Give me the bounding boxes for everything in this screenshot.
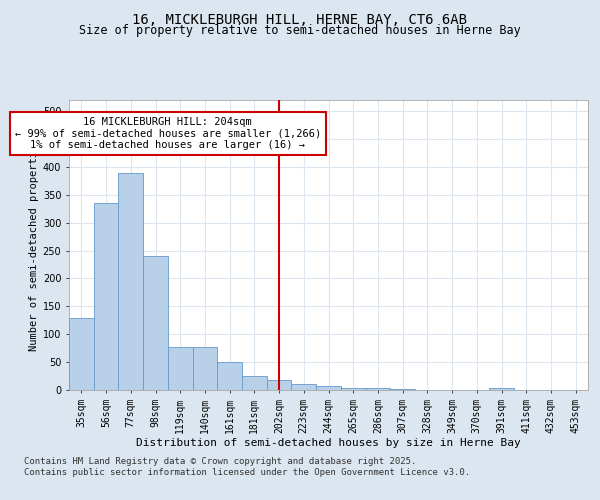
- Bar: [69, 318, 94, 390]
- Bar: [168, 346, 193, 390]
- Bar: [94, 203, 118, 390]
- Text: Contains HM Land Registry data © Crown copyright and database right 2025.
Contai: Contains HM Land Registry data © Crown c…: [24, 458, 470, 477]
- Bar: [217, 362, 242, 390]
- Bar: [267, 380, 292, 390]
- Bar: [365, 388, 390, 390]
- Bar: [118, 172, 143, 390]
- Bar: [316, 386, 341, 390]
- Bar: [489, 388, 514, 390]
- Bar: [341, 388, 365, 390]
- Y-axis label: Number of semi-detached properties: Number of semi-detached properties: [29, 138, 38, 352]
- Bar: [390, 389, 415, 390]
- Text: 16 MICKLEBURGH HILL: 204sqm
← 99% of semi-detached houses are smaller (1,266)
1%: 16 MICKLEBURGH HILL: 204sqm ← 99% of sem…: [15, 116, 321, 150]
- Text: Size of property relative to semi-detached houses in Herne Bay: Size of property relative to semi-detach…: [79, 24, 521, 37]
- Bar: [193, 346, 217, 390]
- Bar: [143, 256, 168, 390]
- X-axis label: Distribution of semi-detached houses by size in Herne Bay: Distribution of semi-detached houses by …: [136, 438, 521, 448]
- Bar: [242, 376, 267, 390]
- Text: 16, MICKLEBURGH HILL, HERNE BAY, CT6 6AB: 16, MICKLEBURGH HILL, HERNE BAY, CT6 6AB: [133, 12, 467, 26]
- Bar: [292, 384, 316, 390]
